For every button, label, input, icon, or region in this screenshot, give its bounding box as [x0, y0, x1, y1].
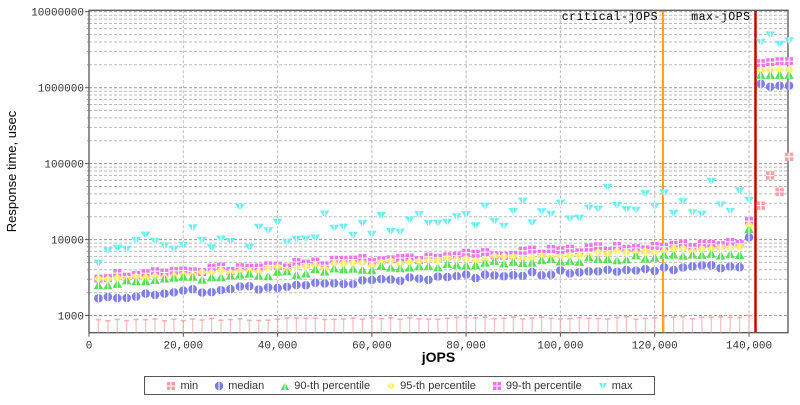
svg-text:20,000: 20,000 [163, 341, 203, 353]
svg-text:60,000: 60,000 [352, 341, 392, 353]
svg-text:0: 0 [86, 341, 93, 353]
svg-text:critical-jOPS: critical-jOPS [562, 11, 658, 24]
svg-text:Response time, usec: Response time, usec [4, 110, 19, 232]
svg-text:120,000: 120,000 [632, 341, 678, 353]
svg-text:1000000: 1000000 [38, 84, 84, 96]
svg-text:10000000: 10000000 [31, 8, 84, 20]
svg-text:10000: 10000 [51, 236, 84, 248]
svg-text:140,000: 140,000 [726, 341, 772, 353]
svg-text:40,000: 40,000 [258, 341, 298, 353]
svg-text:max-jOPS: max-jOPS [691, 11, 750, 24]
svg-text:100000: 100000 [44, 160, 84, 172]
svg-text:1000: 1000 [58, 312, 84, 324]
svg-text:jOPS: jOPS [421, 349, 455, 365]
svg-text:100,000: 100,000 [537, 341, 583, 353]
